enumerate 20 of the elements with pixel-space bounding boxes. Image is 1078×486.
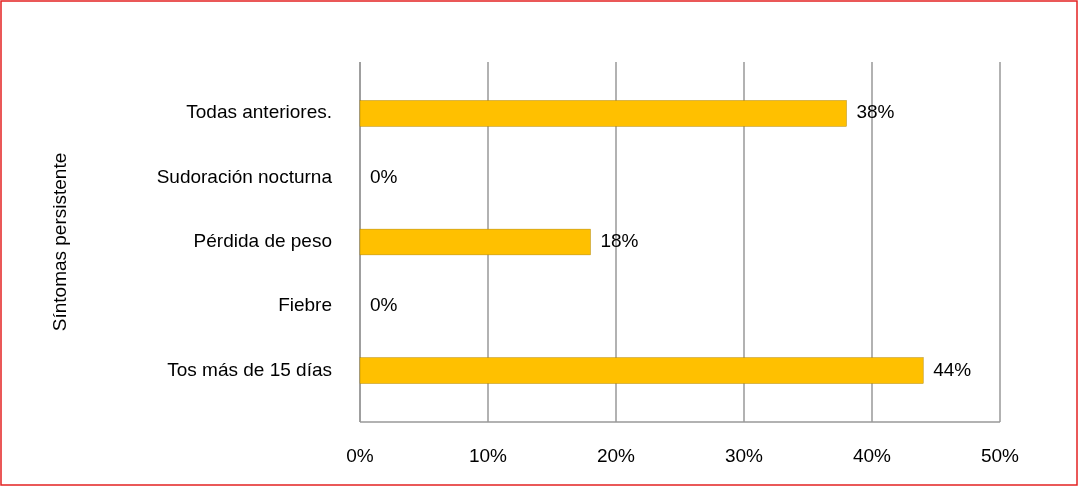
x-tick-label: 30%: [724, 445, 764, 466]
data-label: 0%: [370, 294, 398, 316]
x-tick-label: 20%: [596, 445, 636, 466]
x-tick-label: 40%: [852, 445, 892, 466]
data-label: 38%: [856, 101, 895, 123]
bar: [359, 100, 847, 127]
bar: [359, 228, 591, 256]
data-label: 44%: [933, 358, 972, 380]
data-label: 18%: [600, 230, 639, 252]
y-axis-title: Síntomas persistente: [49, 152, 70, 332]
data-label: 0%: [370, 165, 398, 187]
y-tick-label: Tos más de 15 días: [167, 358, 332, 380]
x-tick-label: 50%: [980, 445, 1020, 466]
y-tick-label: Pérdida de peso: [193, 230, 332, 252]
y-tick-label: Sudoración nocturna: [156, 165, 333, 187]
y-tick-label: Todas anteriores.: [186, 101, 332, 123]
x-tick-label: 0%: [346, 445, 374, 466]
x-tick-label: 10%: [468, 445, 508, 466]
y-tick-label: Fiebre: [278, 294, 332, 316]
bar: [359, 357, 924, 384]
